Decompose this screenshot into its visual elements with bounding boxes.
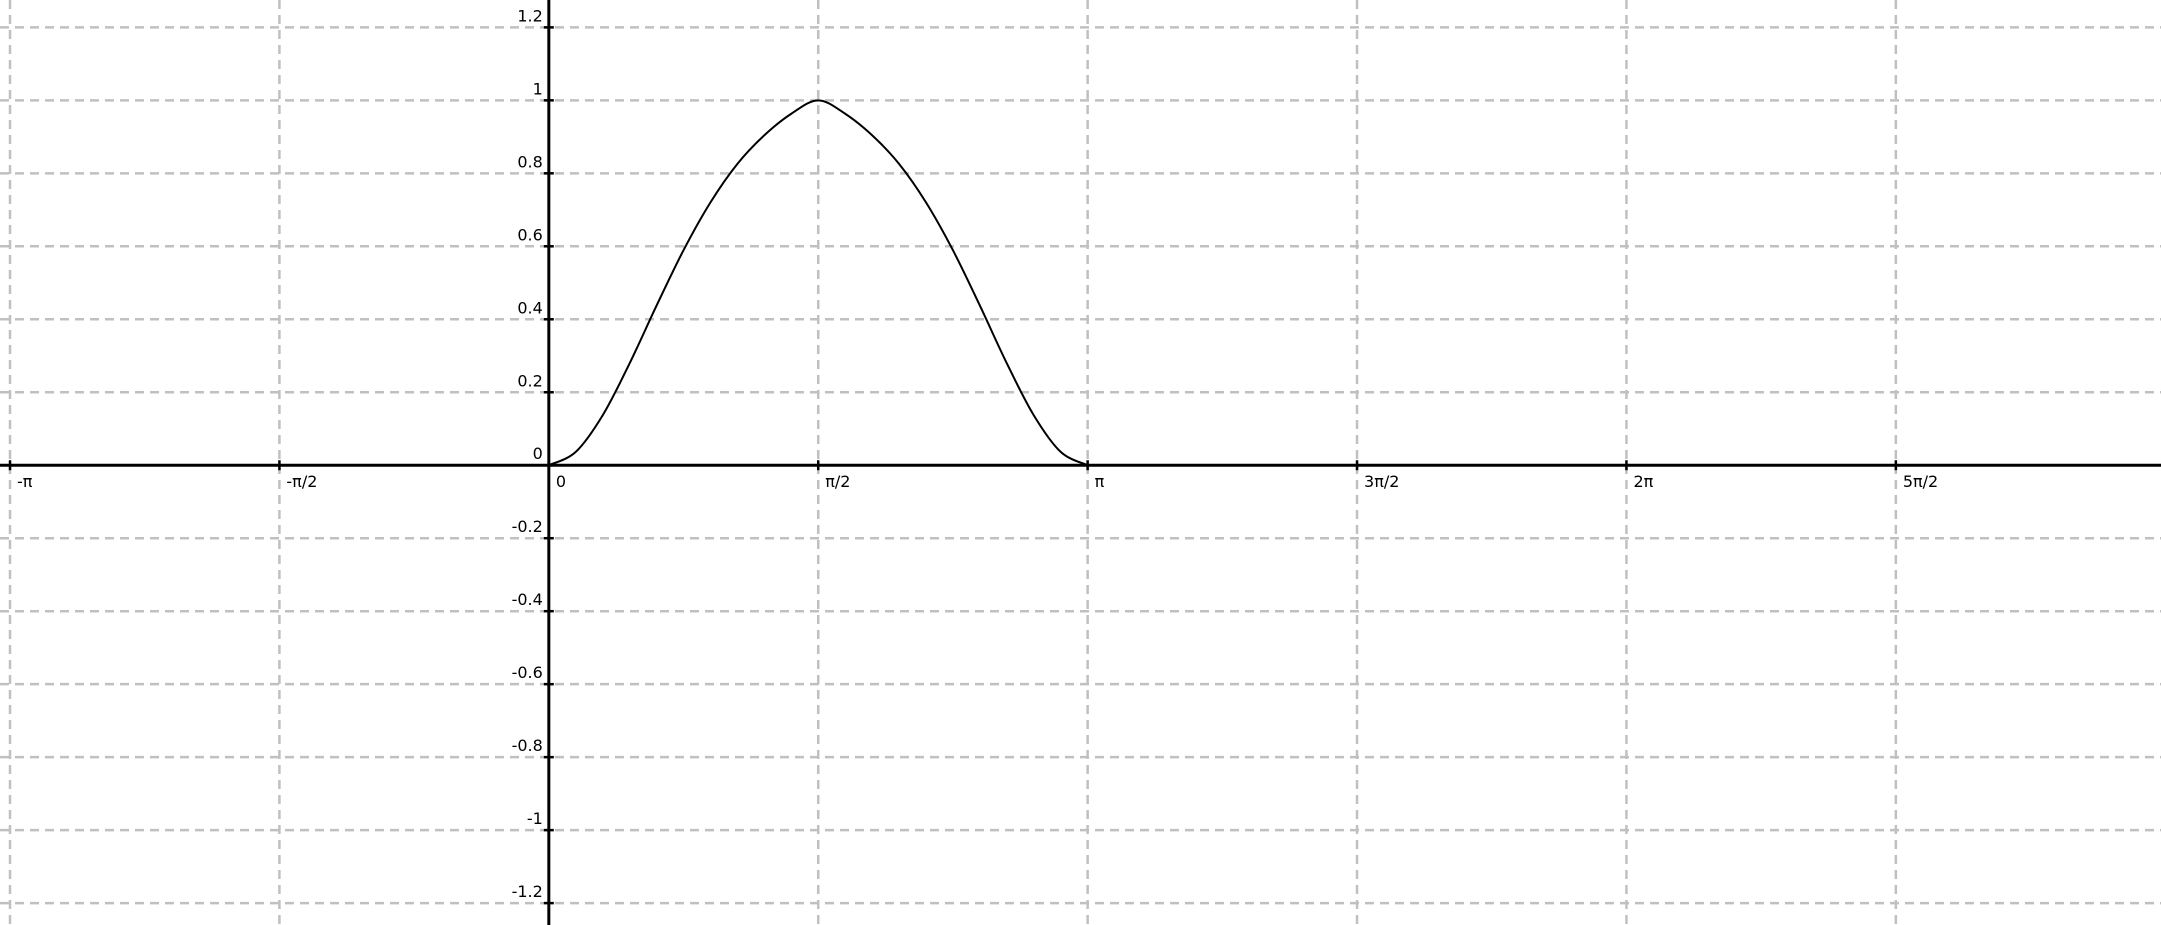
y-tick-label: 0.8: [517, 152, 542, 171]
y-tick-label: 0: [533, 444, 543, 463]
y-tick-label: -1: [527, 809, 543, 828]
y-tick-label: -0.4: [512, 590, 543, 609]
y-tick-label: 0.2: [517, 371, 542, 390]
x-tick-label: π: [1095, 472, 1105, 491]
series-line: [548, 99, 1089, 467]
y-tick-label: -1.2: [512, 882, 543, 901]
x-tick-label: 5π/2: [1903, 472, 1938, 491]
ticks: [8, 26, 1898, 905]
y-tick-label: 0.4: [517, 298, 542, 317]
y-tick-label: 1: [533, 79, 543, 98]
curves: [548, 99, 1089, 467]
x-tick-label: π/2: [825, 472, 850, 491]
y-tick-label: 0.6: [517, 225, 542, 244]
y-tick-label: -0.2: [512, 517, 543, 536]
tick-labels: -π-π/20π/2π3π/22π5π/23π1.210.80.60.40.20…: [17, 6, 1938, 901]
y-tick-label: 1.2: [517, 6, 542, 25]
x-tick-label: 3π/2: [1364, 472, 1399, 491]
x-tick-label: 0: [556, 472, 566, 491]
y-tick-label: -0.8: [512, 736, 543, 755]
x-tick-label: -π: [17, 472, 33, 491]
x-tick-label: 2π: [1633, 472, 1653, 491]
x-tick-label: -π/2: [286, 472, 317, 491]
y-tick-label: -0.6: [512, 663, 543, 682]
